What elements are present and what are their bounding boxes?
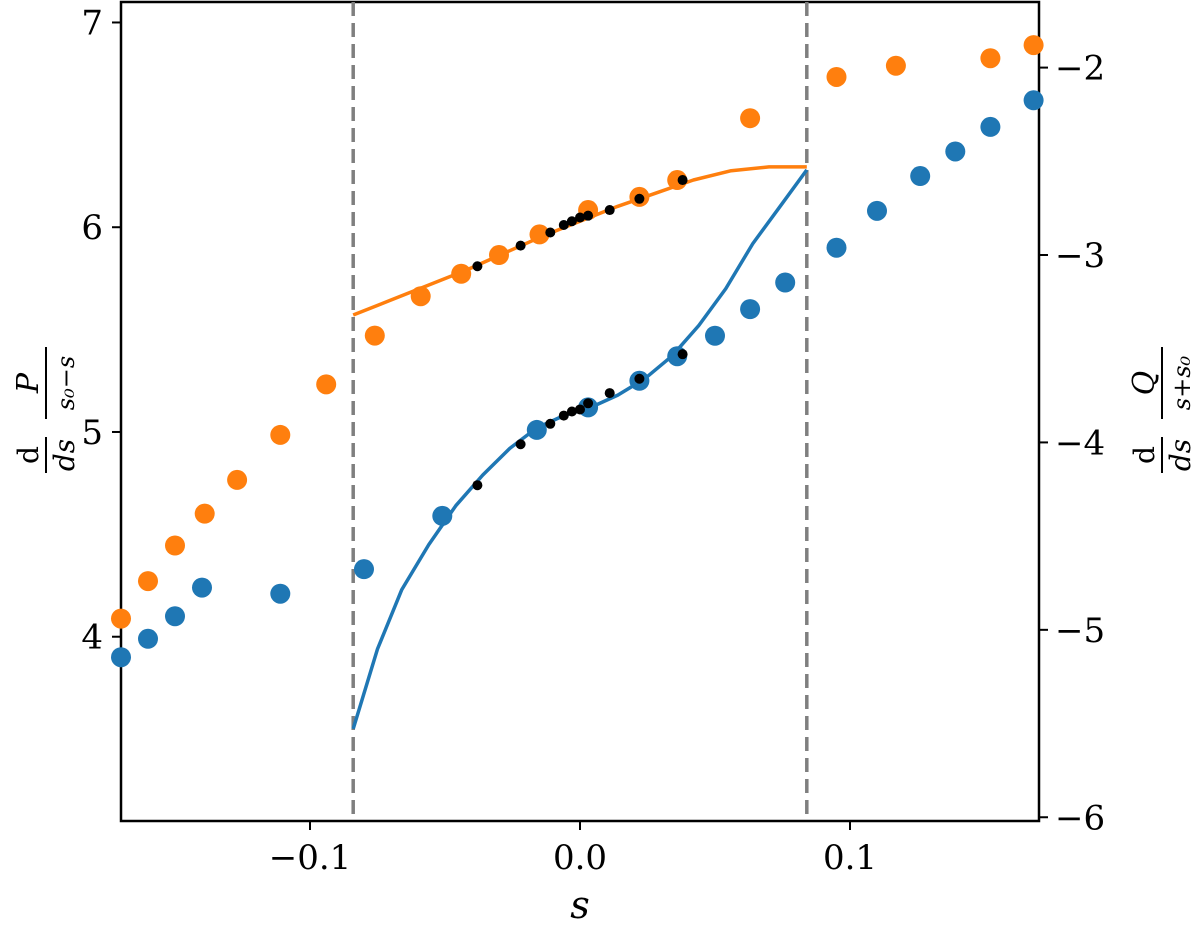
y-left-tick-label-2: 6: [81, 208, 103, 248]
data-point-0-6: [432, 505, 453, 526]
data-point-0-18: [980, 116, 1001, 137]
data-point-0-1: [138, 628, 158, 649]
data-point-1-19: [1023, 35, 1044, 56]
sample-point-3-5: [575, 212, 585, 223]
data-point-0-5: [354, 559, 374, 580]
sample-point-3-0: [472, 261, 483, 272]
sample-point-3-8: [634, 193, 645, 204]
data-point-1-6: [316, 374, 337, 395]
y-right-tick-label-1: −5: [1055, 611, 1105, 651]
data-point-0-3: [192, 577, 212, 598]
data-point-0-13: [775, 272, 796, 293]
data-point-1-11: [529, 224, 550, 245]
data-point-1-10: [489, 245, 509, 266]
y-left-ds-denominator: ds: [48, 439, 81, 471]
x-axis-label: s: [570, 883, 590, 927]
sample-point-2-9: [677, 349, 688, 360]
data-point-0-11: [705, 325, 725, 346]
sample-point-2-8: [634, 373, 645, 384]
y-axis-label-left: d ds P s₀−s: [11, 347, 81, 473]
data-point-1-9: [451, 263, 472, 284]
data-point-1-2: [165, 535, 185, 556]
y-left-fraction-denominator: s₀−s: [52, 356, 80, 410]
data-point-1-16: [826, 66, 847, 87]
y-right-ds-denominator: ds: [1164, 439, 1197, 471]
data-point-0-14: [826, 237, 847, 258]
axis-ticks: −0.1 0.0 0.1 4 5 6 7 −6 −5 −4 −3 −2: [81, 3, 1105, 878]
data-point-1-3: [194, 503, 215, 524]
data-point-1-0: [111, 608, 131, 629]
data-point-0-2: [165, 606, 185, 627]
data-point-1-14: [667, 170, 688, 191]
data-point-0-15: [867, 200, 887, 221]
data-point-1-18: [980, 48, 1001, 69]
y-right-function: Q: [1127, 371, 1162, 396]
x-tick-label-2: 0.1: [823, 838, 877, 878]
y-left-tick-label-1: 5: [81, 413, 103, 453]
x-tick-label-1: 0.0: [553, 838, 607, 878]
data-point-0-7: [526, 419, 547, 440]
fit-curves: [351, 165, 809, 730]
sample-point-3-4: [566, 216, 577, 227]
sample-point-2-4: [566, 406, 577, 417]
sample-point-3-3: [558, 220, 569, 231]
data-point-0-17: [945, 141, 966, 162]
sample-point-2-6: [583, 398, 594, 409]
y-left-tick-label-0: 4: [81, 618, 103, 658]
sample-point-3-6: [583, 210, 594, 221]
sample-point-2-0: [472, 480, 483, 491]
sample-point-2-7: [604, 388, 615, 399]
data-points: [111, 35, 1044, 668]
y-axis-label-right: d ds Q s+s₀: [1127, 347, 1197, 473]
y-left-d-numerator: d: [12, 446, 45, 464]
data-point-1-15: [740, 108, 761, 129]
sample-point-3-1: [515, 240, 526, 251]
y-left-tick-label-3: 7: [81, 3, 103, 43]
data-point-0-4: [270, 583, 291, 604]
sample-point-3-7: [604, 205, 615, 216]
sample-point-3-9: [677, 175, 688, 186]
data-point-1-4: [227, 469, 248, 490]
sample-point-2-2: [545, 418, 556, 429]
y-right-tick-label-3: −3: [1055, 236, 1105, 276]
fit-curve-1: [352, 165, 807, 317]
sample-point-2-3: [558, 410, 569, 421]
sample-point-3-2: [545, 227, 556, 238]
vertical-lines: [351, 2, 809, 821]
data-point-0-0: [111, 647, 131, 668]
x-tick-label-0: −0.1: [269, 838, 352, 878]
sample-point-2-5: [575, 404, 585, 415]
data-point-1-1: [138, 571, 158, 592]
sample-point-2-1: [515, 439, 526, 450]
y-right-tick-label-4: −2: [1055, 49, 1105, 89]
fit-curve-0: [351, 168, 809, 730]
data-point-1-5: [270, 424, 291, 445]
data-point-1-8: [410, 286, 431, 307]
data-point-0-16: [910, 166, 931, 187]
data-point-0-19: [1023, 90, 1044, 111]
y-right-tick-label-0: −6: [1055, 798, 1105, 838]
data-point-1-7: [364, 325, 385, 346]
y-right-fraction-denominator: s+s₀: [1168, 355, 1196, 410]
data-point-0-12: [740, 299, 761, 320]
data-point-1-17: [885, 55, 906, 76]
y-right-d-numerator: d: [1128, 446, 1161, 464]
y-right-tick-label-2: −4: [1055, 423, 1105, 463]
y-left-function: P: [11, 372, 46, 394]
